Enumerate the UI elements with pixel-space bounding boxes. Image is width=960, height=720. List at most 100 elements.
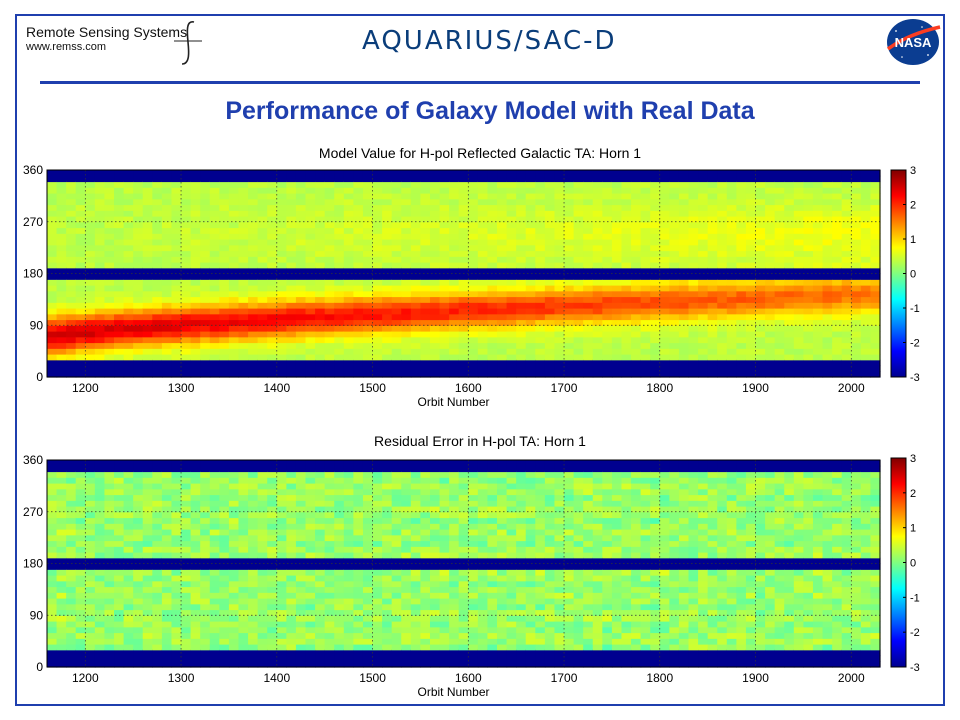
heatmap-cell: [650, 233, 661, 240]
heatmap-cell: [94, 325, 106, 332]
heatmap-cell: [276, 227, 287, 234]
heatmap-cell: [525, 170, 536, 177]
heatmap-cell: [812, 273, 824, 280]
heatmap-cell: [248, 233, 259, 240]
heatmap-cell: [200, 193, 211, 200]
heatmap-cell: [181, 529, 192, 536]
heatmap-cell: [870, 210, 881, 217]
heatmap-cell: [276, 465, 287, 473]
heatmap-cell: [200, 621, 211, 628]
heatmap-cell: [200, 210, 211, 217]
heatmap-cell: [669, 290, 680, 298]
heatmap-cell: [171, 313, 182, 321]
heatmap-cell: [860, 336, 872, 344]
heatmap-cell: [698, 359, 709, 367]
heatmap-cell: [248, 175, 259, 183]
heatmap-cell: [506, 296, 517, 303]
heatmap-cell: [267, 308, 278, 315]
heatmap-cell: [506, 175, 517, 183]
heatmap-cell: [238, 586, 249, 593]
heatmap-cell: [372, 511, 383, 519]
heatmap-cell: [860, 221, 872, 229]
heatmap-cell: [286, 575, 297, 582]
heatmap-cell: [171, 319, 182, 326]
heatmap-cell: [267, 506, 278, 513]
heatmap-cell: [324, 517, 335, 524]
heatmap-cell: [420, 598, 431, 605]
heatmap-cell: [343, 216, 354, 223]
heatmap-cell: [401, 290, 412, 298]
heatmap-cell: [793, 187, 804, 194]
heatmap-cell: [688, 204, 699, 211]
heatmap-cell: [228, 250, 240, 257]
heatmap-cell: [391, 267, 402, 275]
heatmap-cell: [362, 523, 374, 530]
heatmap-cell: [583, 193, 594, 200]
heatmap-cell: [429, 546, 441, 553]
heatmap-cell: [506, 500, 517, 507]
heatmap-cell: [391, 506, 402, 513]
heatmap-cell: [152, 285, 163, 292]
heatmap-cell: [611, 244, 623, 252]
heatmap-cell: [602, 233, 613, 240]
heatmap-cell: [343, 279, 354, 286]
heatmap-cell: [161, 471, 173, 478]
heatmap-cell: [573, 233, 584, 240]
heatmap-cell: [458, 348, 469, 355]
heatmap-cell: [516, 500, 527, 507]
heatmap-cell: [420, 313, 431, 321]
heatmap-cell: [142, 575, 153, 582]
heatmap-cell: [267, 632, 278, 639]
heatmap-cell: [133, 500, 144, 507]
heatmap-cell: [420, 233, 431, 240]
heatmap-cell: [410, 506, 422, 513]
heatmap-cell: [784, 239, 795, 246]
heatmap-cell: [66, 325, 77, 332]
heatmap-cell: [420, 262, 431, 269]
heatmap-cell: [650, 210, 661, 217]
heatmap-cell: [286, 494, 297, 501]
heatmap-cell: [410, 371, 422, 378]
heatmap-cell: [171, 540, 182, 547]
heatmap-cell: [161, 175, 173, 183]
heatmap-cell: [755, 175, 766, 183]
heatmap-cell: [429, 477, 441, 484]
heatmap-cell: [812, 256, 824, 263]
heatmap-cell: [602, 175, 613, 183]
heatmap-cell: [477, 598, 489, 605]
heatmap-cell: [56, 534, 67, 542]
heatmap-cell: [305, 170, 316, 177]
heatmap-cell: [391, 500, 402, 507]
heatmap-cell: [219, 354, 230, 361]
heatmap-cell: [123, 626, 134, 634]
heatmap-cell: [410, 494, 422, 501]
heatmap-cell: [497, 609, 508, 616]
heatmap-cell: [353, 621, 364, 628]
heatmap-cell: [248, 308, 259, 315]
heatmap-cell: [784, 198, 795, 206]
heatmap-cell: [228, 586, 240, 593]
heatmap-cell: [47, 471, 58, 478]
heatmap-cell: [248, 592, 259, 599]
heatmap-cell: [200, 181, 211, 188]
heatmap-cell: [382, 488, 393, 496]
heatmap-cell: [267, 494, 278, 501]
heatmap-cell: [391, 331, 402, 338]
heatmap-cell: [66, 644, 77, 651]
heatmap-cell: [583, 227, 594, 234]
heatmap-cell: [688, 365, 699, 372]
heatmap-cell: [698, 331, 709, 338]
heatmap-cell: [793, 210, 804, 217]
heatmap-cell: [841, 256, 852, 263]
heatmap-cell: [410, 460, 422, 467]
heatmap-cell: [372, 250, 383, 257]
heatmap-cell: [449, 557, 460, 565]
heatmap-cell: [429, 170, 441, 177]
heatmap-cell: [353, 354, 364, 361]
heatmap-cell: [391, 615, 402, 622]
heatmap-cell: [85, 175, 96, 183]
heatmap-cell: [487, 465, 498, 473]
heatmap-cell: [75, 227, 86, 234]
heatmap-cell: [458, 359, 469, 367]
heatmap-cell: [142, 354, 153, 361]
